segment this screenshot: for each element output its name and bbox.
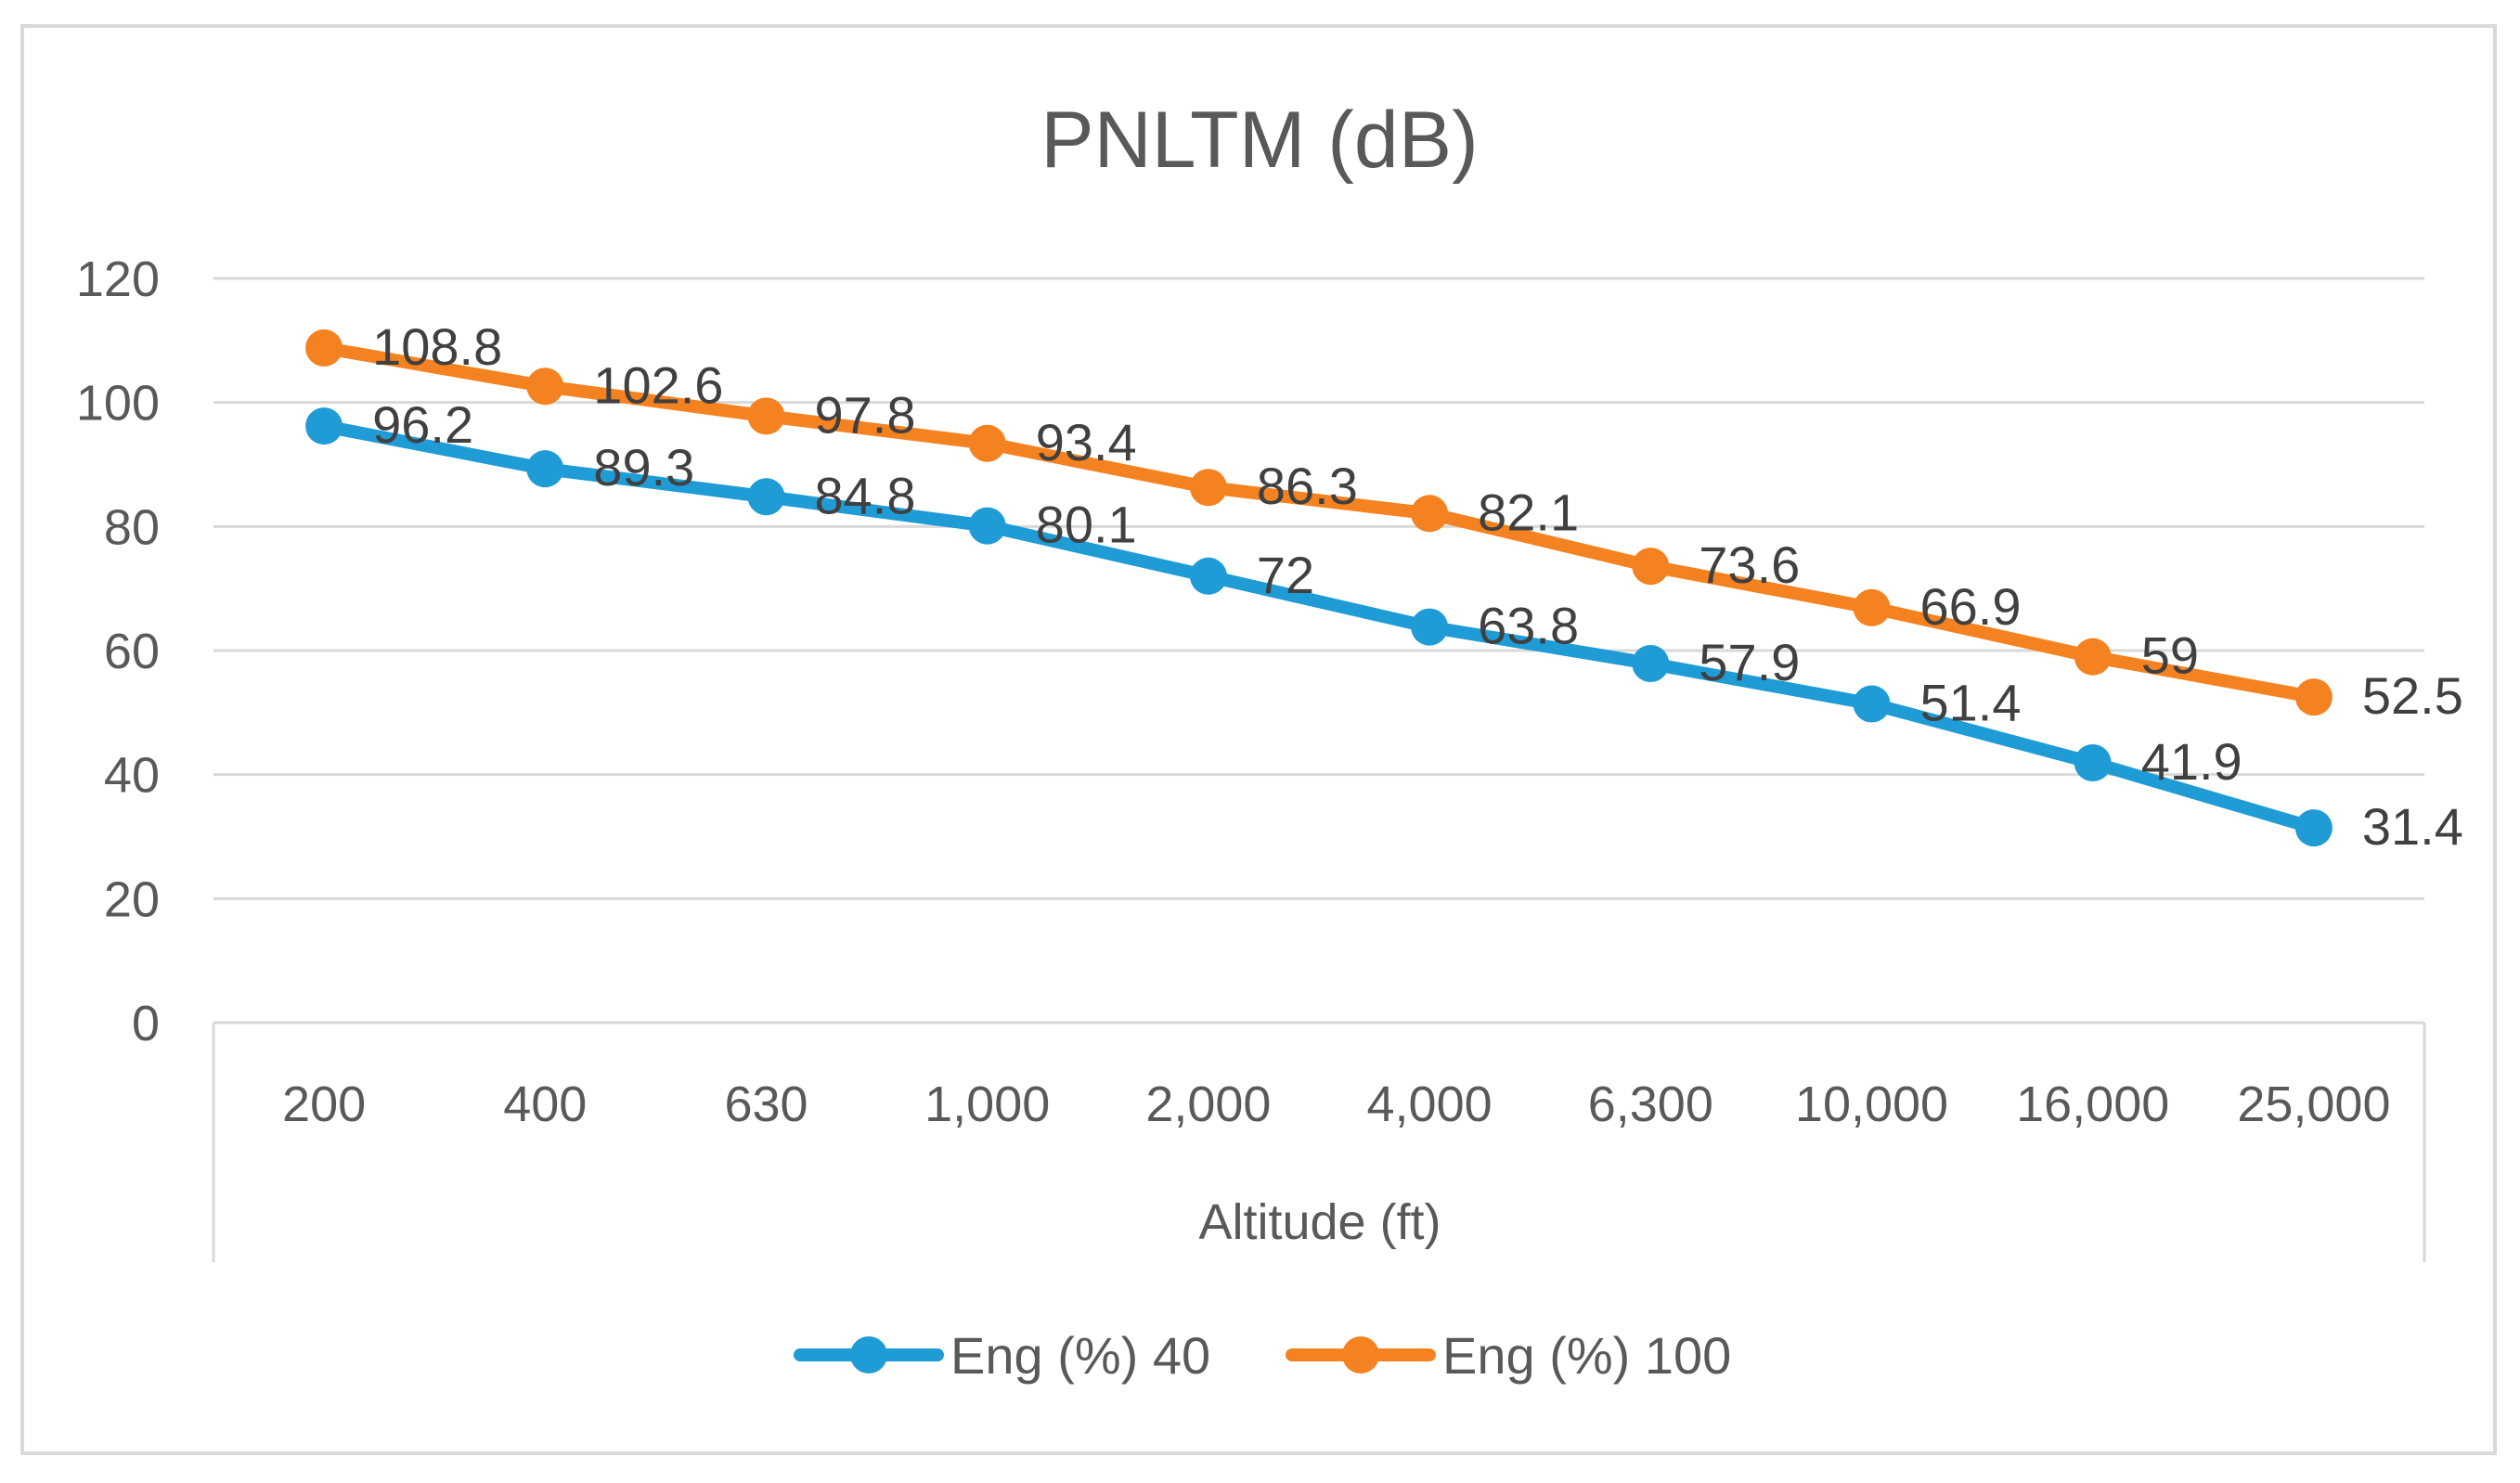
- data-label: 59: [2141, 626, 2199, 685]
- y-tick-label: 60: [104, 624, 160, 679]
- data-labels: 96.2 89.3 84.8 80.1 72 63.8 57.9 51.4 41.9 31.4 10…: [372, 317, 2463, 856]
- x-tick-label: 16,000: [2016, 1077, 2169, 1132]
- series-line-eng-100: [317, 341, 2320, 704]
- x-tick-label: 400: [503, 1077, 587, 1132]
- y-tick-label: 0: [132, 996, 160, 1051]
- data-label: 31.4: [2362, 797, 2463, 856]
- x-tick-label: 10,000: [1795, 1077, 1948, 1132]
- data-label: 51.4: [1920, 673, 2022, 731]
- data-label: 41.9: [2141, 732, 2242, 791]
- legend-marker: [850, 1336, 887, 1373]
- y-tick-label: 80: [104, 499, 160, 555]
- data-point: [1189, 557, 1227, 595]
- x-tick-label: 6,300: [1588, 1077, 1713, 1132]
- data-point: [1411, 495, 1449, 533]
- legend: Eng (%) 40 Eng (%) 100: [794, 1326, 1731, 1385]
- legend-item-eng-40: Eng (%) 40: [794, 1326, 1210, 1385]
- y-tick-label: 20: [104, 871, 160, 927]
- y-axis-ticks: 0 20 40 60 80 100 120: [76, 251, 160, 1051]
- x-tick-label: 2,000: [1145, 1077, 1271, 1132]
- data-label: 72: [1257, 546, 1314, 604]
- data-point: [968, 424, 1006, 462]
- data-label: 86.3: [1257, 457, 1358, 515]
- x-tick-label: 200: [282, 1077, 366, 1132]
- data-point: [526, 450, 564, 488]
- data-label: 93.4: [1036, 413, 1137, 471]
- gridlines: [213, 277, 2424, 900]
- chart-frame: [20, 24, 2497, 1455]
- data-point: [1189, 469, 1227, 507]
- data-point: [526, 368, 564, 406]
- data-point: [747, 397, 785, 435]
- data-label: 63.8: [1478, 597, 1579, 655]
- data-point: [305, 407, 343, 445]
- series-group: [305, 329, 2333, 847]
- chart-title: PNLTM (dB): [1040, 96, 1478, 185]
- legend-label: Eng (%) 100: [1442, 1326, 1731, 1385]
- data-label: 82.1: [1478, 483, 1579, 541]
- data-point: [2074, 638, 2112, 676]
- data-label: 66.9: [1920, 577, 2022, 636]
- data-point: [1853, 685, 1891, 723]
- axes: [212, 1021, 2426, 1262]
- data-point: [305, 329, 343, 367]
- data-point: [747, 478, 785, 516]
- data-point: [968, 507, 1006, 545]
- data-label: 108.8: [372, 317, 502, 376]
- data-label: 102.6: [593, 355, 723, 414]
- data-label: 57.9: [1699, 633, 1800, 691]
- data-point: [1632, 548, 1670, 586]
- data-label: 73.6: [1699, 535, 1800, 594]
- legend-item-eng-100: Eng (%) 100: [1286, 1326, 1731, 1385]
- data-point: [2294, 809, 2333, 847]
- data-label: 52.5: [2362, 666, 2463, 725]
- data-label: 89.3: [593, 438, 694, 496]
- legend-label: Eng (%) 40: [950, 1326, 1210, 1385]
- data-point: [2294, 678, 2333, 716]
- x-axis-ticks: 200 400 630 1,000 2,000 4,000 6,300 10,000 16,00…: [282, 1077, 2390, 1132]
- y-tick-label: 100: [76, 376, 160, 432]
- x-tick-label: 25,000: [2237, 1077, 2390, 1132]
- legend-marker: [1342, 1336, 1379, 1373]
- data-label: 84.8: [815, 466, 916, 524]
- data-label: 97.8: [815, 385, 916, 444]
- data-point: [2074, 743, 2112, 781]
- data-point: [1411, 608, 1449, 646]
- data-label: 96.2: [372, 395, 473, 454]
- data-point: [1853, 588, 1891, 626]
- x-tick-label: 1,000: [924, 1077, 1050, 1132]
- x-axis-title: Altitude (ft): [1198, 1194, 1441, 1250]
- y-tick-label: 120: [76, 251, 160, 307]
- x-tick-label: 4,000: [1367, 1077, 1493, 1132]
- y-tick-label: 40: [104, 748, 160, 804]
- data-label: 80.1: [1036, 496, 1137, 554]
- series-line-eng-40: [317, 419, 2320, 835]
- data-point: [1632, 645, 1670, 683]
- x-tick-label: 630: [724, 1077, 808, 1132]
